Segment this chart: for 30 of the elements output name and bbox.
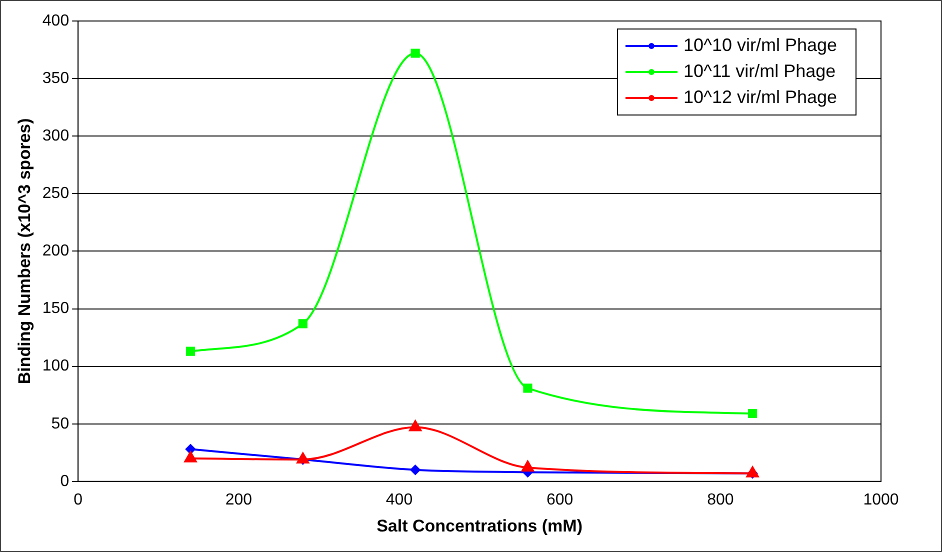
y-tick-label: 300 <box>42 128 70 145</box>
point <box>523 384 532 393</box>
y-tick-label: 250 <box>42 185 70 202</box>
legend-label: 10^11 vir/ml Phage <box>683 60 836 81</box>
y-tick-label: 400 <box>42 12 70 30</box>
point <box>409 420 422 432</box>
x-tick-label: 200 <box>225 491 252 508</box>
x-tick-label: 0 <box>74 491 83 508</box>
point <box>748 408 758 418</box>
y-tick-label: 100 <box>42 358 70 375</box>
legend-label: 10^12 vir/ml Phage <box>683 86 838 107</box>
x-axis-title: Salt Concentrations (mM) <box>376 516 582 536</box>
y-tick-label: 50 <box>51 415 70 432</box>
legend-label: 10^10 vir/ml Phage <box>683 34 838 55</box>
y-tick-label: 150 <box>42 300 70 318</box>
y-axis-title: Binding Numbers (x10^3 spores) <box>14 118 34 384</box>
point <box>186 444 196 454</box>
x-tick-label: 600 <box>546 491 574 508</box>
y-tick-label: 350 <box>42 70 70 87</box>
point <box>298 319 308 328</box>
x-tick-label: 1000 <box>863 491 899 508</box>
y-tick-label: 200 <box>42 242 70 260</box>
point <box>522 460 534 472</box>
point <box>410 48 420 58</box>
x-tick-label: 400 <box>386 491 413 508</box>
point <box>410 464 420 475</box>
y-tick-label: 0 <box>60 472 70 490</box>
x-tick-label: 800 <box>707 491 734 508</box>
point <box>186 346 196 356</box>
point <box>184 451 197 462</box>
